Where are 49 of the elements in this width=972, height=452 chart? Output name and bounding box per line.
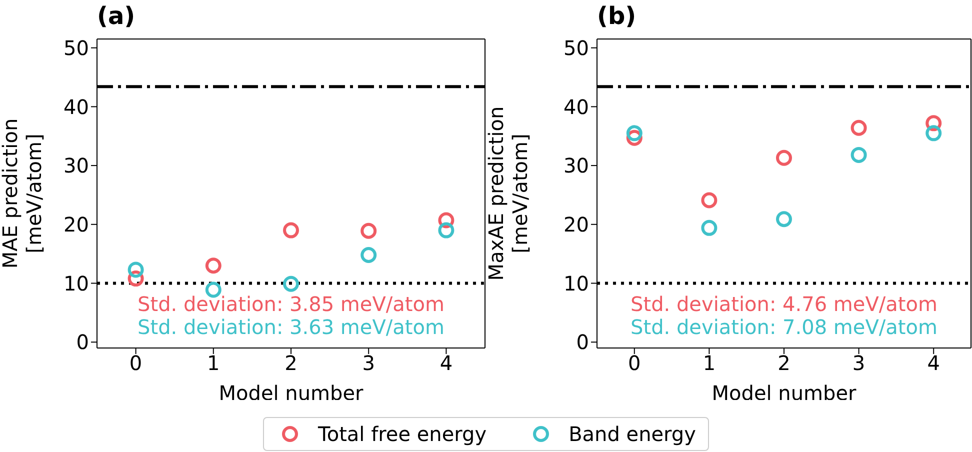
x-tick-label: 0 xyxy=(129,351,142,376)
point xyxy=(850,120,867,136)
y-tick-label: 0 xyxy=(576,330,589,354)
point xyxy=(626,125,642,142)
x-tick-label: 3 xyxy=(362,351,375,376)
x-axis-title: Model number xyxy=(712,381,858,405)
point xyxy=(283,222,299,238)
y-tick-label: 20 xyxy=(564,212,589,236)
x-tick-label: 2 xyxy=(284,351,298,376)
y-tick-label: 30 xyxy=(564,154,589,178)
x-axis-title: Model number xyxy=(218,381,364,405)
chart-title: (b) xyxy=(597,2,636,30)
y-axis-title: MAE prediction [meV/atom] xyxy=(0,118,46,269)
x-tick-label: 3 xyxy=(852,351,866,376)
y-axis-title: MaxAE prediction [meV/atom] xyxy=(484,106,532,281)
point xyxy=(926,125,942,142)
x-tick-label: 2 xyxy=(778,351,790,376)
x-tick-label: 1 xyxy=(702,351,716,376)
point xyxy=(438,222,454,238)
y-tick-label: 10 xyxy=(64,271,89,296)
point xyxy=(205,258,222,274)
point xyxy=(128,262,144,278)
legend-label: Band energy xyxy=(568,422,696,446)
point xyxy=(776,211,792,228)
annotation: Std. deviation: 4.76 meV/atom xyxy=(630,292,938,316)
point xyxy=(360,222,377,239)
x-tick-label: 1 xyxy=(207,351,220,376)
y-tick-label: 40 xyxy=(64,94,89,119)
y-tick-label: 50 xyxy=(564,36,589,60)
point xyxy=(701,192,718,208)
y-tick-label: 0 xyxy=(76,330,89,354)
x-tick-label: 4 xyxy=(440,351,453,376)
y-tick-label: 50 xyxy=(64,36,89,60)
chart-title: (a) xyxy=(97,2,136,30)
point xyxy=(850,146,867,163)
legend-label: Total free energy xyxy=(318,422,487,446)
annotation: Std. deviation: 3.63 meV/atom xyxy=(136,315,446,339)
y-tick-label: 40 xyxy=(564,94,589,119)
point xyxy=(360,247,377,264)
x-tick-label: 4 xyxy=(927,351,940,376)
point xyxy=(776,150,792,166)
x-tick-label: 0 xyxy=(628,351,641,376)
y-tick-label: 20 xyxy=(64,212,89,236)
point xyxy=(283,276,299,292)
y-tick-label: 30 xyxy=(64,154,89,178)
annotation: Std. deviation: 3.85 meV/atom xyxy=(136,292,446,316)
annotation: Std. deviation: 7.08 meV/atom xyxy=(630,315,938,339)
point xyxy=(701,220,718,236)
y-tick-label: 10 xyxy=(564,271,589,296)
